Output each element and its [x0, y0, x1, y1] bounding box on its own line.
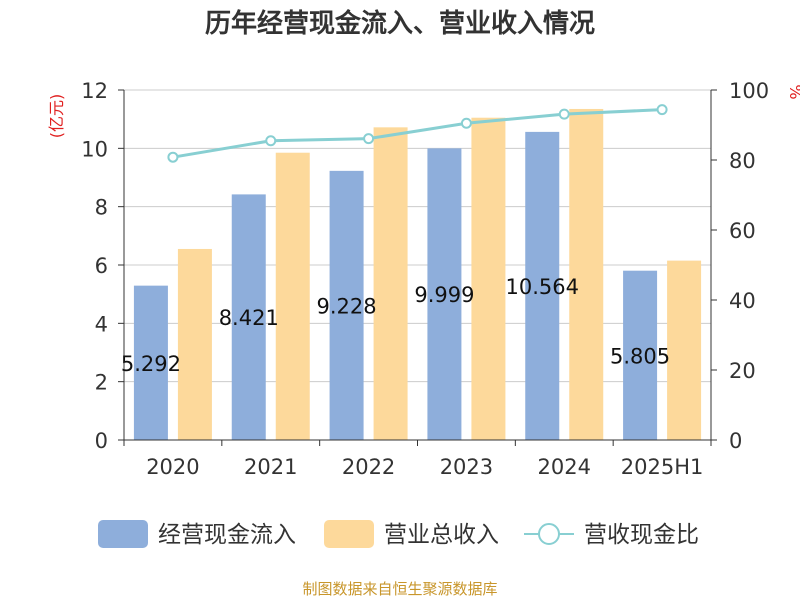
line-group [167, 104, 668, 163]
bar-cash-inflow [329, 170, 364, 440]
y-left-tick-label: 10 [81, 137, 108, 161]
line-point [265, 135, 277, 147]
bar-revenue [569, 108, 604, 440]
legend-label: 营业总收入 [384, 522, 499, 548]
bar-revenue [275, 152, 310, 441]
x-tick-label: 2025H1 [621, 455, 704, 479]
data-label: 9.999 [414, 283, 474, 307]
legend: 经营现金流入 营业总收入 营收现金比 [98, 520, 699, 548]
y-left-tick-label: 8 [95, 196, 108, 220]
x-tick-label: 2020 [146, 455, 199, 479]
legend-label: 经营现金流入 [158, 522, 296, 548]
x-tick-label: 2023 [440, 455, 493, 479]
bar-revenue [373, 127, 408, 440]
y-left-tick-label: 12 [81, 79, 108, 103]
y-right-tick-label: 20 [729, 359, 756, 383]
y-right-tick-label: 60 [729, 219, 756, 243]
line-cash-revenue-ratio [172, 108, 663, 159]
bar-revenue [667, 260, 702, 440]
y-left-tick-label: 4 [95, 312, 108, 336]
y-right-tick-label: 40 [729, 289, 756, 313]
y-left-tick-label: 2 [95, 371, 108, 395]
data-label: 5.805 [610, 344, 670, 368]
legend-swatch [98, 520, 148, 548]
y-right-tick-label: 100 [729, 79, 769, 103]
x-tick-label: 2024 [538, 455, 591, 479]
data-label: 5.292 [121, 352, 181, 376]
data-label: 10.564 [506, 275, 579, 299]
x-tick-label: 2022 [342, 455, 395, 479]
bar-cash-inflow [427, 148, 462, 441]
line-point [558, 108, 570, 120]
legend-swatch-marker [538, 523, 560, 545]
line-point [167, 151, 179, 163]
bar-cash-inflow [231, 194, 266, 440]
bar-cash-inflow [623, 270, 658, 440]
data-label: 8.421 [219, 306, 279, 330]
line-point [460, 117, 472, 129]
line-point [363, 133, 375, 145]
data-label: 9.228 [317, 294, 377, 318]
axes-group: 0 2 4 6 8 10 12 0 20 40 60 80 100 (亿元)% 2020 2021 2022 20… [47, 79, 800, 479]
y-left-tick-label: 0 [95, 429, 108, 453]
bar-cash-inflow [133, 285, 168, 440]
y-right-axis-label: % [786, 84, 800, 99]
source-note: 制图数据来自恒生聚源数据库 [302, 580, 497, 598]
line-point [656, 104, 668, 116]
bars-group [133, 108, 702, 441]
bar-revenue [471, 117, 506, 440]
bar-cash-inflow [525, 131, 560, 440]
legend-label: 营收现金比 [584, 522, 699, 548]
legend-swatch [324, 520, 374, 548]
data-labels-group: 5.292 8.421 9.228 9.999 10.564 5.805 [121, 275, 670, 376]
y-right-tick-label: 0 [729, 429, 742, 453]
y-left-axis-label: (亿元) [47, 94, 66, 139]
bar-revenue [177, 248, 212, 440]
y-right-tick-label: 80 [729, 149, 756, 173]
y-left-tick-label: 6 [95, 254, 108, 278]
x-tick-label: 2021 [244, 455, 297, 479]
chart-title: 历年经营现金流入、营业收入情况 [205, 8, 595, 39]
grid-lines [124, 89, 711, 383]
